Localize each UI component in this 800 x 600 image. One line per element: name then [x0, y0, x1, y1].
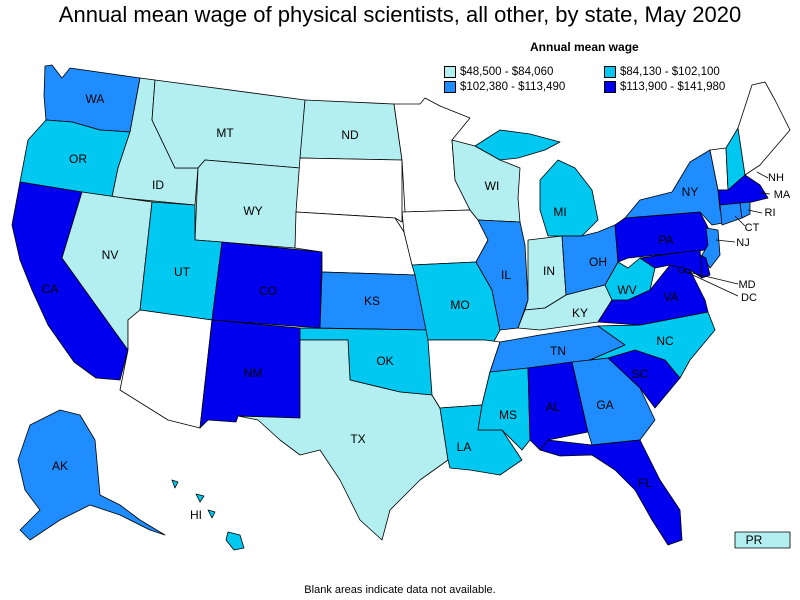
- legend-item-1: $48,500 - $84,060: [444, 66, 553, 78]
- label-WI: WI: [485, 179, 500, 193]
- map-title: Annual mean wage of physical scientists,…: [58, 2, 742, 27]
- legend-label-1: $48,500 - $84,060: [460, 66, 554, 78]
- label-CA: CA: [42, 282, 59, 296]
- label-NY: NY: [682, 185, 699, 199]
- state-MT[interactable]: [151, 79, 306, 169]
- legend-swatch-4: [604, 81, 616, 93]
- label-CT: CT: [745, 222, 760, 234]
- state-IL[interactable]: [475, 219, 529, 331]
- label-KY: KY: [572, 306, 588, 320]
- legend-item-4: $113,900 - $141,980: [604, 81, 725, 93]
- legend-label-4: $113,900 - $141,980: [620, 81, 726, 93]
- label-NC: NC: [656, 334, 674, 348]
- label-FL: FL: [638, 476, 652, 490]
- state-MI[interactable]: [539, 159, 599, 237]
- state-TX[interactable]: [237, 339, 449, 541]
- label-CO: CO: [259, 284, 277, 298]
- label-UT: UT: [174, 265, 191, 279]
- leader-NH: [756, 171, 769, 179]
- legend-item-3: $102,380 - $113,490: [444, 81, 565, 93]
- label-WA: WA: [86, 92, 105, 106]
- label-TN: TN: [550, 344, 566, 358]
- state-RI[interactable]: [739, 201, 751, 219]
- label-MI: MI: [553, 205, 566, 219]
- legend-label-3: $102,380 - $113,490: [460, 81, 566, 93]
- state-AZ[interactable]: [119, 309, 213, 429]
- state-HI[interactable]: [171, 479, 245, 551]
- state-SD[interactable]: [295, 157, 403, 223]
- state-IA[interactable]: [401, 209, 489, 266]
- label-TX: TX: [350, 432, 365, 446]
- label-NJ: NJ: [736, 237, 749, 249]
- label-KS: KS: [364, 294, 380, 308]
- legend-swatch-2: [604, 66, 616, 78]
- legend-swatch-1: [444, 66, 456, 78]
- label-IN: IN: [543, 264, 555, 278]
- leader-NJ: [715, 239, 736, 243]
- state-FL[interactable]: [539, 439, 683, 546]
- leader-DC: [681, 269, 739, 297]
- label-VA: VA: [663, 290, 678, 304]
- state-PR[interactable]: [734, 531, 791, 549]
- label-AK: AK: [52, 459, 68, 473]
- state-MI-upper[interactable]: [474, 129, 561, 161]
- label-MT: MT: [216, 126, 234, 140]
- label-MS: MS: [499, 408, 517, 422]
- label-MD: MD: [738, 279, 755, 291]
- label-RI: RI: [765, 207, 776, 219]
- legend-title: Annual mean wage: [530, 40, 639, 54]
- label-NM: NM: [244, 366, 263, 380]
- state-CT[interactable]: [719, 202, 743, 226]
- label-ND: ND: [341, 128, 359, 142]
- label-MA: MA: [774, 189, 791, 201]
- label-MO: MO: [450, 298, 469, 312]
- label-PA: PA: [658, 233, 673, 247]
- label-PR: PR: [746, 533, 763, 547]
- label-DC: DC: [741, 292, 757, 304]
- legend-label-2: $84,130 - $102,100: [620, 66, 720, 78]
- label-IL: IL: [501, 268, 511, 282]
- label-LA: LA: [457, 440, 472, 454]
- state-NJ[interactable]: [701, 227, 721, 269]
- leader-MA: [759, 192, 771, 195]
- label-WV: WV: [617, 283, 636, 297]
- leader-CT: [734, 215, 746, 227]
- label-NH: NH: [768, 172, 784, 184]
- label-HI: HI: [190, 508, 202, 522]
- leader-MD: [687, 271, 739, 285]
- legend-swatch-3: [444, 81, 456, 93]
- label-OH: OH: [589, 255, 607, 269]
- label-SC: SC: [632, 367, 649, 381]
- legend-item-2: $84,130 - $102,100: [604, 66, 720, 78]
- state-ME[interactable]: [737, 81, 791, 176]
- label-OK: OK: [376, 354, 393, 368]
- label-AL: AL: [546, 400, 561, 414]
- label-GA: GA: [596, 398, 613, 412]
- label-ID: ID: [152, 178, 164, 192]
- label-NV: NV: [102, 248, 119, 262]
- state-MD[interactable]: [639, 249, 703, 279]
- state-labels: WA OR CA ID NV MT WY UT CO NM ND KS OK T…: [42, 92, 791, 547]
- footnote: Blank areas indicate data not available.: [304, 584, 496, 596]
- label-OR: OR: [69, 152, 87, 166]
- leader-RI: [747, 209, 763, 214]
- state-AK[interactable]: [17, 409, 166, 541]
- state-KY[interactable]: [517, 284, 613, 331]
- label-WY: WY: [243, 204, 262, 218]
